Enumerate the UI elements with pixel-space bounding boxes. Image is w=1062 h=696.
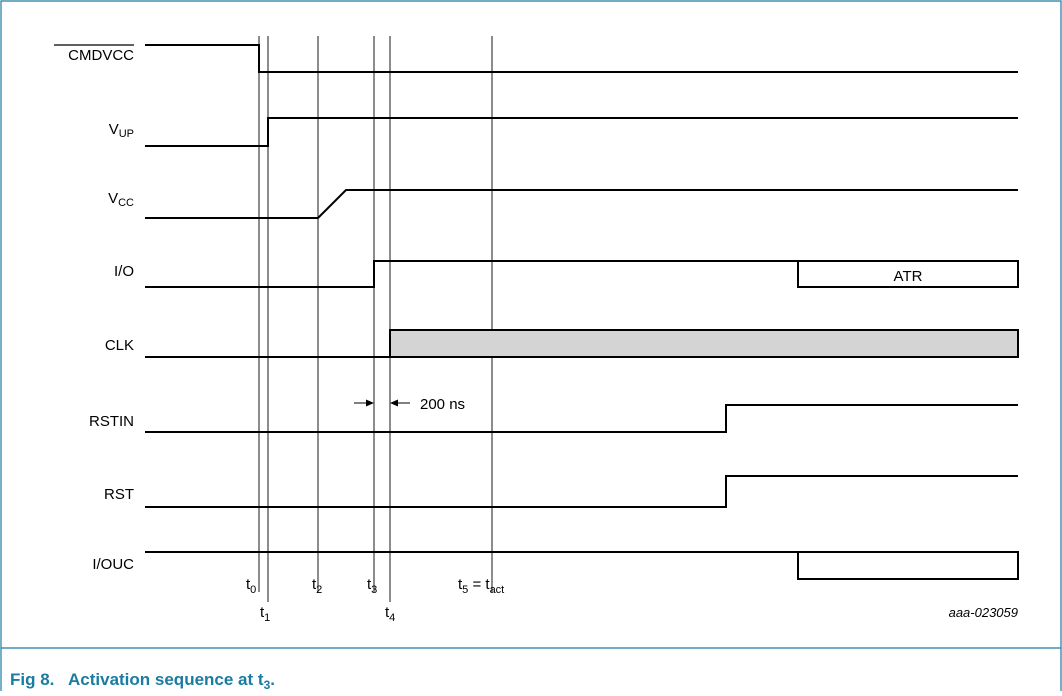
label-rstin: RSTIN (89, 413, 134, 430)
label-iouc: I/OUC (92, 556, 134, 573)
time-label-t4: t4 (385, 604, 395, 624)
cmdvcc-wave (145, 44, 1018, 73)
figure-title: Activation sequence at t (68, 670, 264, 689)
figure-number: Fig 8. (10, 670, 55, 689)
time-label-t0: t0 (246, 576, 256, 596)
vup-wave (145, 117, 1018, 147)
time-markers (258, 36, 493, 602)
label-vcc: VCC (108, 190, 134, 209)
rst-wave (145, 475, 1018, 508)
io-wave (145, 260, 1019, 288)
time-label-t5: t5 = tact (458, 576, 504, 596)
time-label-t1: t1 (260, 604, 270, 624)
delay-label: 200 ns (420, 396, 465, 413)
vcc-wave (145, 189, 1018, 219)
figure-caption: Fig 8. Activation sequence at t3. (10, 669, 275, 692)
label-cmdvcc: CMDVCC (68, 47, 134, 64)
delay-annotation (354, 399, 410, 407)
atr-label: ATR (894, 268, 923, 285)
iouc-wave (145, 551, 1019, 580)
label-rst: RST (104, 486, 134, 503)
figure-title-sub: 3 (263, 678, 271, 692)
time-label-t2: t2 (312, 576, 322, 596)
clk-toggling-region (389, 329, 1019, 358)
waveforms (145, 44, 1019, 580)
label-vup: VUP (109, 121, 134, 140)
time-label-t3: t3 (367, 576, 377, 596)
label-clk: CLK (105, 337, 134, 354)
rstin-wave (145, 404, 1018, 433)
figure-reference: aaa-023059 (949, 605, 1018, 620)
figure-title-end: . (270, 670, 275, 689)
label-io: I/O (114, 263, 134, 280)
